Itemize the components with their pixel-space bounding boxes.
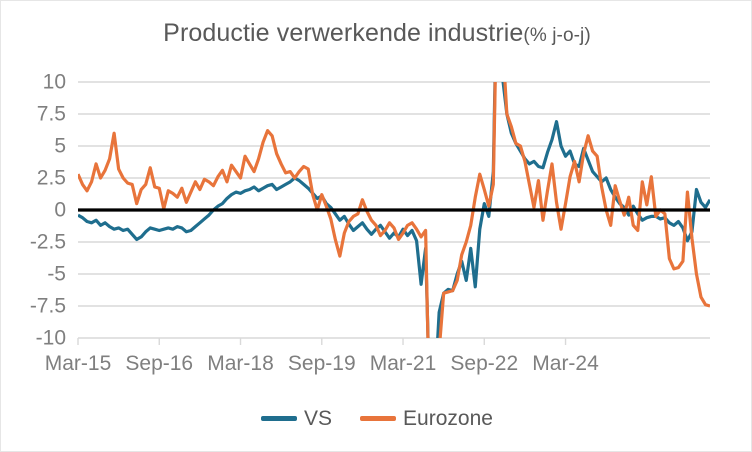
x-axis-tick-label: Sep-16 (125, 352, 193, 375)
chart-legend: VS Eurozone (1, 408, 751, 429)
x-axis-tick-label: Sep-22 (450, 352, 518, 375)
y-axis-tick-label: -2.5 (30, 231, 66, 254)
legend-item-eurozone[interactable]: Eurozone (360, 408, 493, 429)
x-axis-tick-label: Mar-24 (532, 352, 599, 375)
legend-item-vs[interactable]: VS (261, 408, 332, 429)
legend-color-swatch (261, 416, 298, 421)
legend-label: VS (304, 407, 333, 430)
x-axis-tick-labels: Mar-15 Sep-16 Mar-18 Sep-19 Mar-21 Sep-22 Mar-… (45, 352, 599, 375)
chart-title: Productie verwerkende industrie(% j-o-j) (1, 19, 751, 48)
y-axis-tick-label: -10 (36, 327, 66, 350)
y-axis-tick-labels: 10 7.5 5 2.5 0 -2.5 -5 -7.5 -10 (30, 71, 66, 350)
x-axis-tick-label: Sep-19 (288, 352, 356, 375)
y-axis-tick-label: 10 (43, 71, 66, 94)
y-axis-tick-label: 2.5 (37, 167, 66, 190)
x-axis-tick-label: Mar-15 (45, 352, 112, 375)
y-axis-tick-label: -5 (47, 263, 66, 286)
gridlines (78, 81, 710, 339)
series-line-vs (78, 82, 710, 338)
y-axis-tick-label: 5 (54, 135, 66, 158)
legend-label: Eurozone (403, 407, 493, 430)
y-axis-tick-label: -7.5 (30, 295, 66, 318)
chart-title-subtitle: (% j-o-j) (523, 25, 591, 46)
x-axis-tick-label: Mar-21 (370, 352, 437, 375)
y-axis-tick-label: 0 (54, 199, 66, 222)
series-line-eurozone (78, 82, 710, 338)
x-axis-tick-marks (77, 338, 567, 345)
x-axis-tick-label: Mar-18 (207, 352, 274, 375)
legend-color-swatch (360, 416, 397, 421)
chart-title-main: Productie verwerkende industrie (163, 19, 524, 47)
data-series-group (78, 82, 710, 338)
y-axis-tick-label: 7.5 (37, 103, 66, 126)
